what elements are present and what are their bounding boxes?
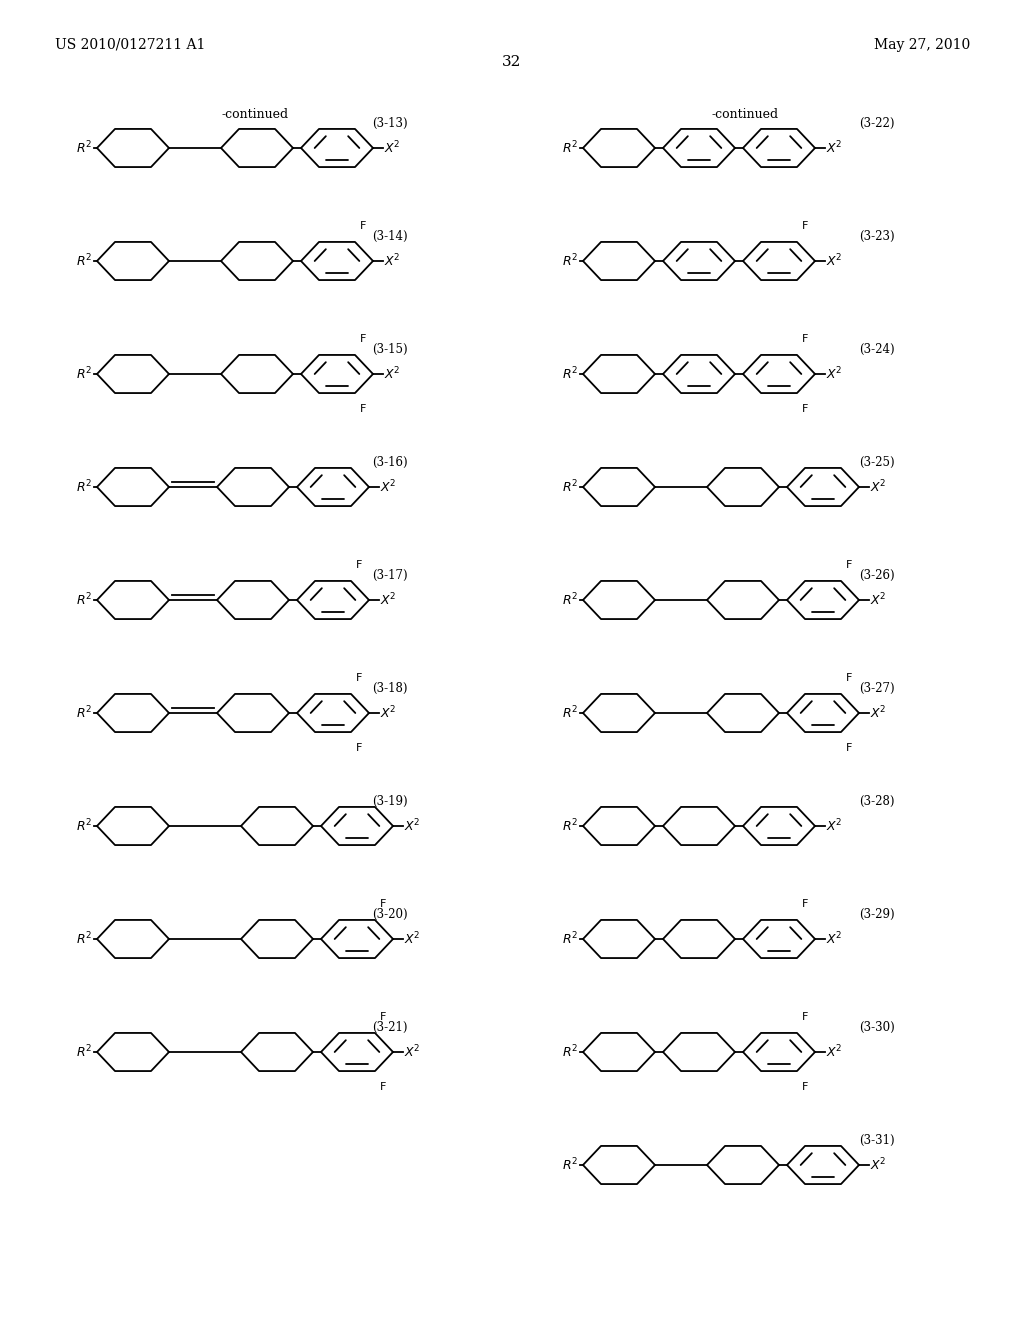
Text: $R^2$: $R^2$	[562, 705, 578, 721]
Text: $R^2$: $R^2$	[76, 705, 92, 721]
Text: $R^2$: $R^2$	[562, 1044, 578, 1060]
Text: (3-22): (3-22)	[859, 117, 895, 129]
Text: $R^2$: $R^2$	[76, 931, 92, 948]
Text: F: F	[846, 743, 853, 754]
Text: 32: 32	[503, 55, 521, 69]
Text: (3-21): (3-21)	[373, 1020, 408, 1034]
Text: F: F	[360, 220, 367, 231]
Text: (3-19): (3-19)	[373, 795, 408, 808]
Text: $R^2$: $R^2$	[76, 591, 92, 609]
Text: $X^2$: $X^2$	[870, 1156, 887, 1173]
Text: F: F	[356, 743, 362, 754]
Text: -continued: -continued	[712, 108, 778, 121]
Text: (3-13): (3-13)	[373, 117, 408, 129]
Text: (3-20): (3-20)	[373, 908, 408, 921]
Text: -continued: -continued	[221, 108, 289, 121]
Text: $X^2$: $X^2$	[870, 479, 887, 495]
Text: (3-24): (3-24)	[859, 343, 895, 356]
Text: $R^2$: $R^2$	[76, 366, 92, 383]
Text: (3-25): (3-25)	[859, 455, 895, 469]
Text: $R^2$: $R^2$	[562, 931, 578, 948]
Text: $X^2$: $X^2$	[404, 931, 421, 948]
Text: $X^2$: $X^2$	[826, 366, 843, 383]
Text: $R^2$: $R^2$	[562, 591, 578, 609]
Text: $R^2$: $R^2$	[562, 252, 578, 269]
Text: $X^2$: $X^2$	[380, 705, 396, 721]
Text: May 27, 2010: May 27, 2010	[873, 38, 970, 51]
Text: (3-28): (3-28)	[859, 795, 895, 808]
Text: $R^2$: $R^2$	[562, 479, 578, 495]
Text: $R^2$: $R^2$	[562, 817, 578, 834]
Text: $R^2$: $R^2$	[76, 1044, 92, 1060]
Text: $X^2$: $X^2$	[826, 1044, 843, 1060]
Text: (3-15): (3-15)	[373, 343, 408, 356]
Text: F: F	[360, 404, 367, 414]
Text: F: F	[356, 672, 362, 682]
Text: F: F	[803, 899, 809, 908]
Text: F: F	[803, 220, 809, 231]
Text: $X^2$: $X^2$	[404, 1044, 421, 1060]
Text: $R^2$: $R^2$	[76, 252, 92, 269]
Text: F: F	[380, 899, 387, 908]
Text: (3-14): (3-14)	[373, 230, 408, 243]
Text: (3-27): (3-27)	[859, 682, 895, 696]
Text: $X^2$: $X^2$	[870, 591, 887, 609]
Text: $X^2$: $X^2$	[826, 817, 843, 834]
Text: F: F	[846, 672, 853, 682]
Text: $X^2$: $X^2$	[384, 366, 400, 383]
Text: $R^2$: $R^2$	[562, 1156, 578, 1173]
Text: $R^2$: $R^2$	[76, 140, 92, 156]
Text: US 2010/0127211 A1: US 2010/0127211 A1	[55, 38, 206, 51]
Text: F: F	[380, 1011, 387, 1022]
Text: (3-18): (3-18)	[373, 682, 408, 696]
Text: $R^2$: $R^2$	[562, 366, 578, 383]
Text: (3-30): (3-30)	[859, 1020, 895, 1034]
Text: F: F	[360, 334, 367, 343]
Text: $R^2$: $R^2$	[562, 140, 578, 156]
Text: F: F	[803, 1011, 809, 1022]
Text: F: F	[356, 560, 362, 569]
Text: (3-31): (3-31)	[859, 1134, 895, 1147]
Text: $X^2$: $X^2$	[384, 140, 400, 156]
Text: (3-29): (3-29)	[859, 908, 895, 921]
Text: (3-23): (3-23)	[859, 230, 895, 243]
Text: F: F	[803, 334, 809, 343]
Text: F: F	[380, 1082, 387, 1093]
Text: $X^2$: $X^2$	[404, 817, 421, 834]
Text: $R^2$: $R^2$	[76, 817, 92, 834]
Text: $X^2$: $X^2$	[380, 479, 396, 495]
Text: F: F	[803, 1082, 809, 1093]
Text: $X^2$: $X^2$	[870, 705, 887, 721]
Text: (3-26): (3-26)	[859, 569, 895, 582]
Text: F: F	[803, 404, 809, 414]
Text: $X^2$: $X^2$	[384, 252, 400, 269]
Text: $X^2$: $X^2$	[826, 252, 843, 269]
Text: $X^2$: $X^2$	[826, 140, 843, 156]
Text: $X^2$: $X^2$	[380, 591, 396, 609]
Text: (3-16): (3-16)	[373, 455, 408, 469]
Text: $X^2$: $X^2$	[826, 931, 843, 948]
Text: $R^2$: $R^2$	[76, 479, 92, 495]
Text: (3-17): (3-17)	[373, 569, 408, 582]
Text: F: F	[846, 560, 853, 569]
